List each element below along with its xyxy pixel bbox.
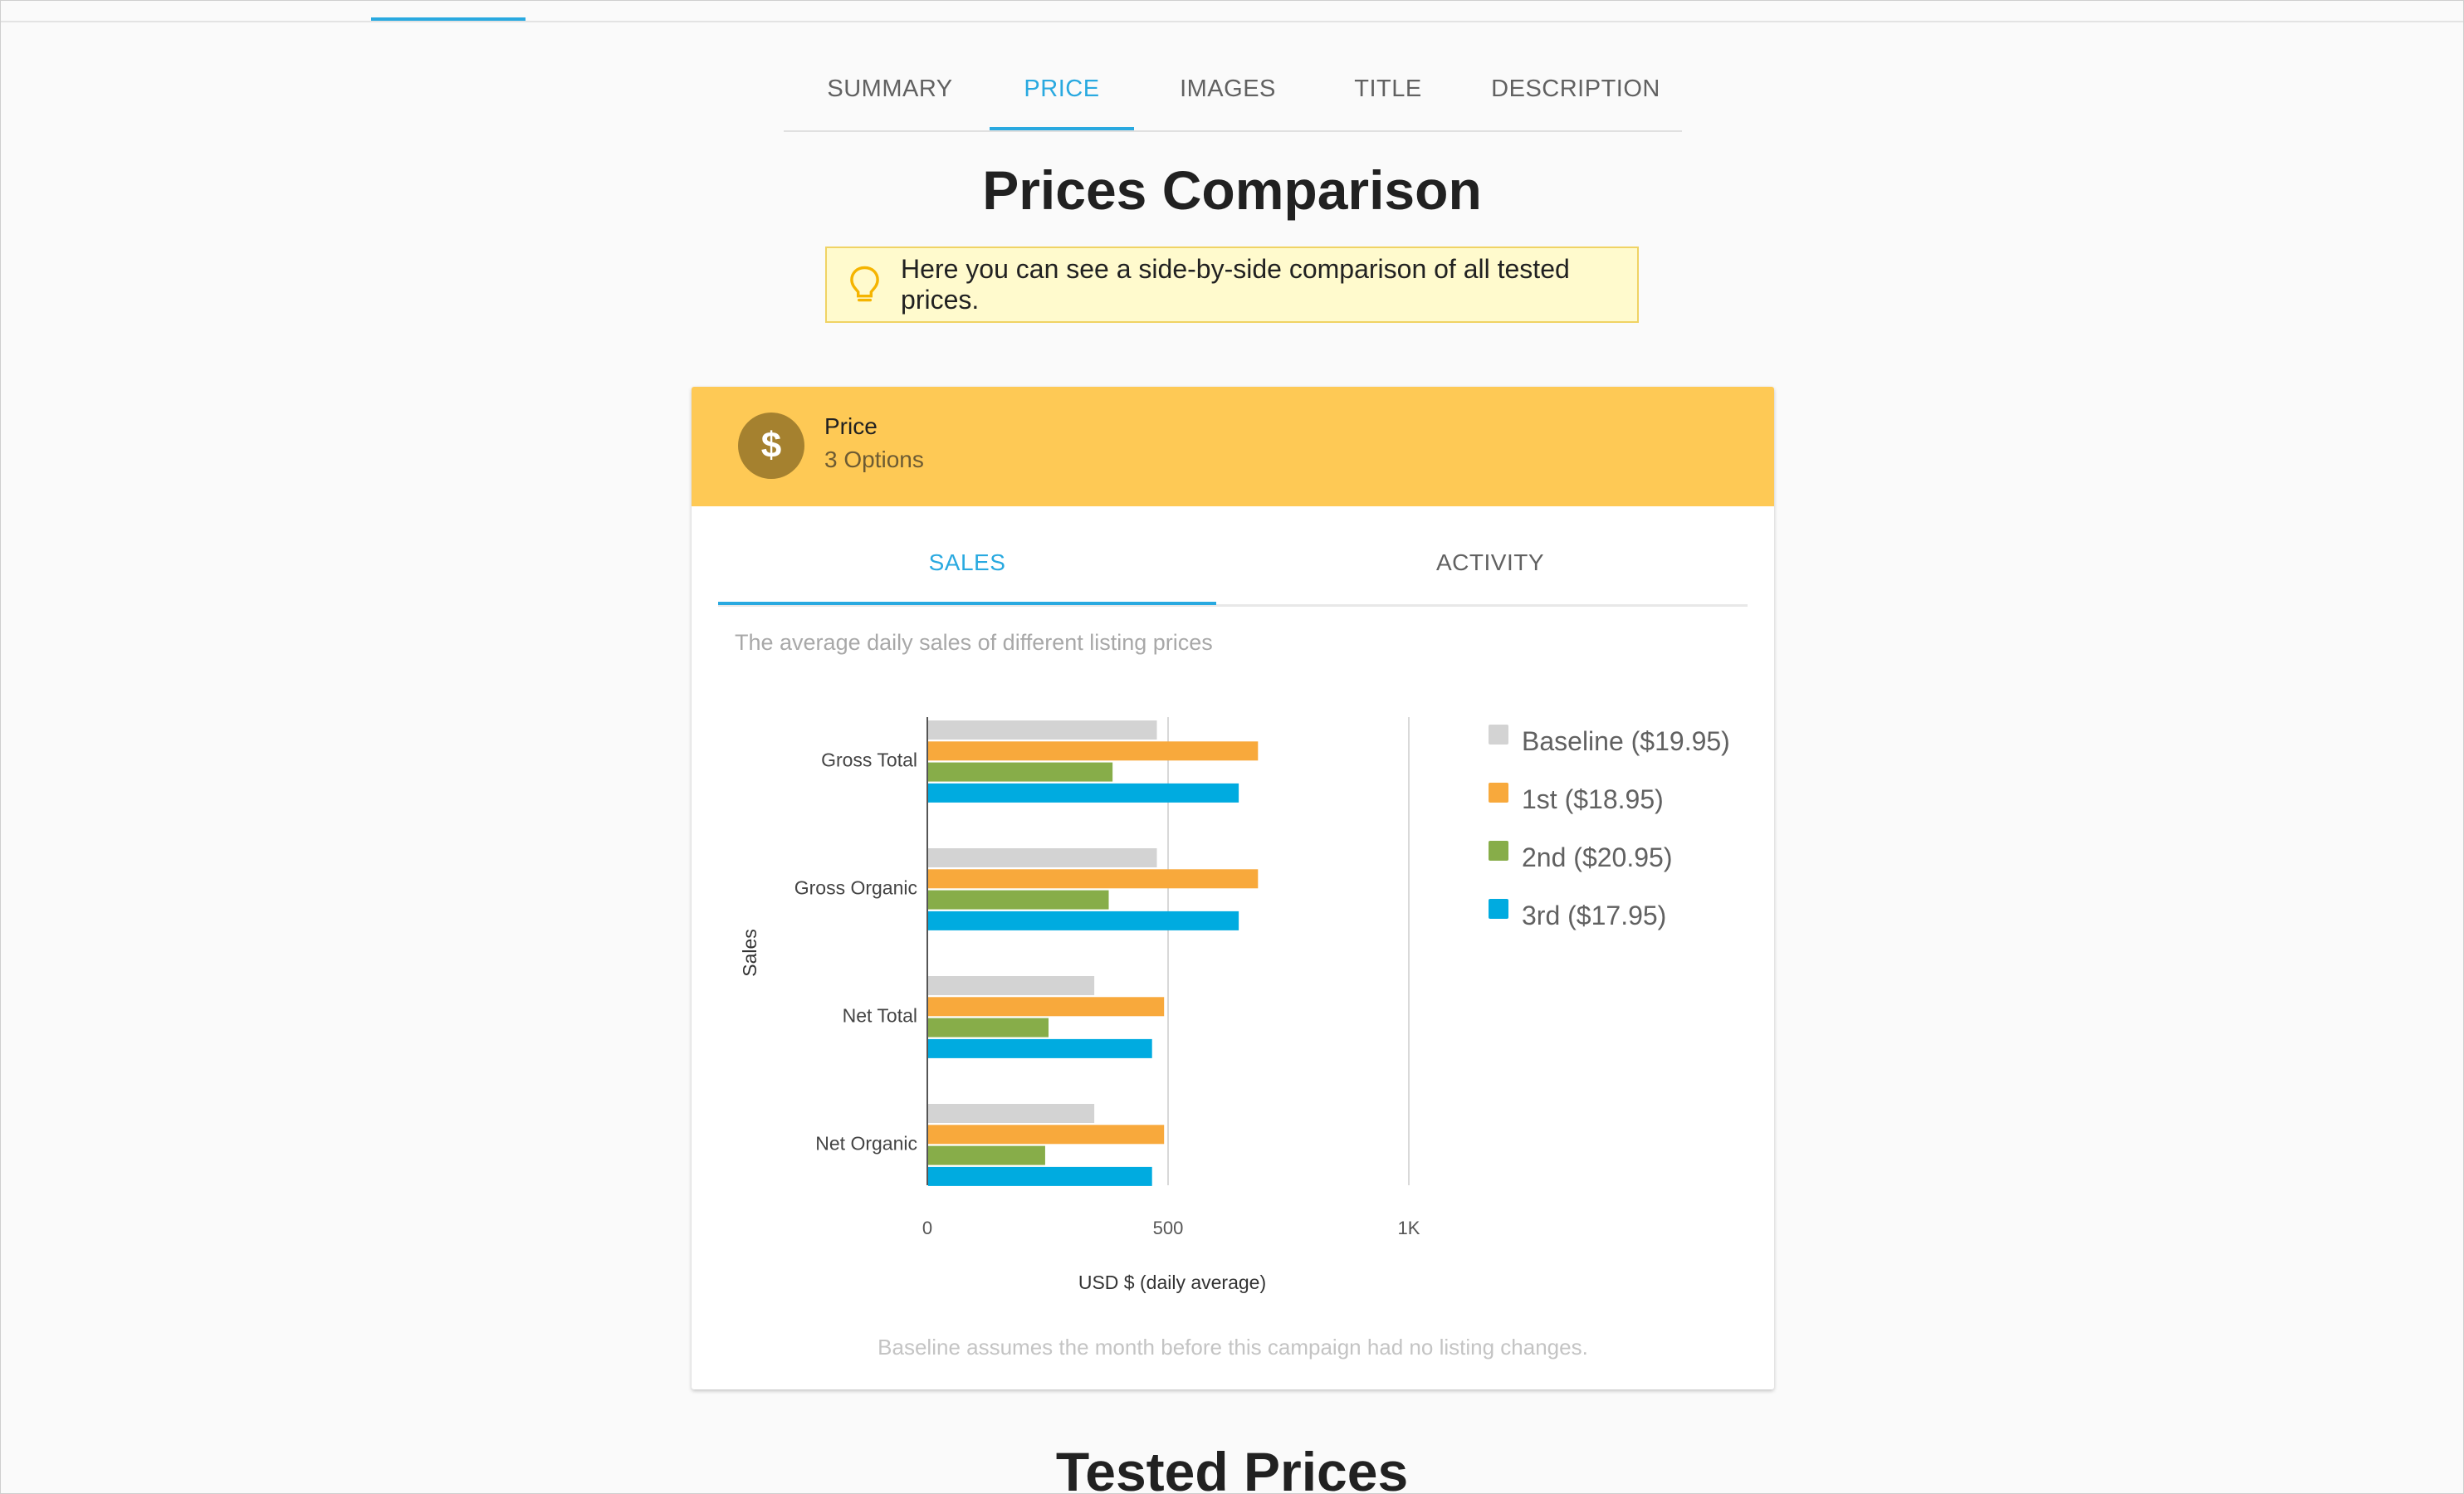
legend-label: Baseline ($19.95) — [1522, 725, 1730, 756]
tab-title[interactable]: TITLE — [1354, 76, 1422, 102]
bar — [928, 762, 1113, 782]
card-header: $ Price 3 Options — [692, 387, 1774, 506]
baseline-note: Baseline assumes the month before this c… — [878, 1335, 1588, 1360]
bar — [928, 1038, 1152, 1058]
legend-swatch — [1489, 725, 1508, 745]
page-title: Prices Comparison — [982, 159, 1482, 221]
category-label: Net Total — [843, 1005, 917, 1027]
y-axis-title: Sales — [739, 929, 760, 977]
dollar-icon: $ — [738, 413, 804, 479]
bar — [928, 1018, 1049, 1038]
x-tick-label: 1K — [1398, 1218, 1420, 1238]
tab-activity[interactable]: ACTIVITY — [1435, 549, 1544, 575]
bar — [928, 1166, 1152, 1186]
bar — [928, 848, 1157, 867]
legend-item[interactable]: 1st ($18.95) — [1489, 770, 1730, 828]
tab-images[interactable]: IMAGES — [1180, 76, 1276, 102]
category-label: Gross Organic — [794, 877, 917, 899]
bar — [928, 1145, 1045, 1165]
bar — [928, 1104, 1095, 1123]
tab-summary[interactable]: SUMMARY — [827, 76, 953, 102]
legend-swatch — [1489, 783, 1508, 803]
legend-label: 1st ($18.95) — [1522, 784, 1664, 814]
legend-item[interactable]: Baseline ($19.95) — [1489, 712, 1730, 770]
top-divider — [1, 21, 2463, 22]
chart-description: The average daily sales of different lis… — [735, 630, 1213, 655]
tab-description[interactable]: DESCRIPTION — [1491, 76, 1660, 102]
lightbulb-icon — [850, 266, 879, 302]
top-active-indicator — [371, 17, 526, 21]
price-card: $ Price 3 Options SALES ACTIVITY The ave… — [692, 387, 1774, 1389]
legend-item[interactable]: 2nd ($20.95) — [1489, 828, 1730, 886]
bar — [928, 869, 1259, 889]
legend-swatch — [1489, 899, 1508, 919]
tip-banner: Here you can see a side-by-side comparis… — [825, 247, 1639, 323]
bar — [928, 783, 1239, 803]
x-tick-label: 500 — [1153, 1218, 1184, 1238]
bar — [928, 976, 1095, 995]
legend-item[interactable]: 3rd ($17.95) — [1489, 886, 1730, 945]
category-label: Net Organic — [815, 1133, 917, 1155]
bar — [928, 997, 1165, 1017]
chart-legend: Baseline ($19.95) 1st ($18.95) 2nd ($20.95… — [1489, 712, 1730, 945]
tip-text: Here you can see a side-by-side comparis… — [901, 254, 1570, 315]
bar — [928, 741, 1259, 761]
sales-chart: 0 500 1K Gross Total Gross Organic Net Total N… — [739, 717, 1420, 1293]
legend-label: 2nd ($20.95) — [1522, 842, 1673, 872]
section-title-tested-prices: Tested Prices — [1055, 1441, 1409, 1494]
tab-price[interactable]: PRICE — [990, 66, 1134, 130]
x-tick-label: 0 — [922, 1218, 932, 1238]
card-title: Price — [824, 413, 878, 439]
tab-sales[interactable]: SALES — [718, 536, 1216, 605]
main-tabs: SUMMARY PRICE IMAGES TITLE DESCRIPTION — [784, 66, 1682, 132]
legend-swatch — [1489, 841, 1508, 861]
bar — [928, 911, 1239, 930]
bar — [928, 890, 1109, 910]
card-tabs: SALES ACTIVITY — [718, 536, 1748, 607]
card-subtitle: 3 Options — [824, 447, 924, 472]
bar — [928, 1125, 1165, 1145]
bar — [928, 720, 1157, 740]
x-axis-title: USD $ (daily average) — [1078, 1272, 1266, 1293]
category-label: Gross Total — [821, 749, 917, 771]
legend-label: 3rd ($17.95) — [1522, 900, 1667, 930]
